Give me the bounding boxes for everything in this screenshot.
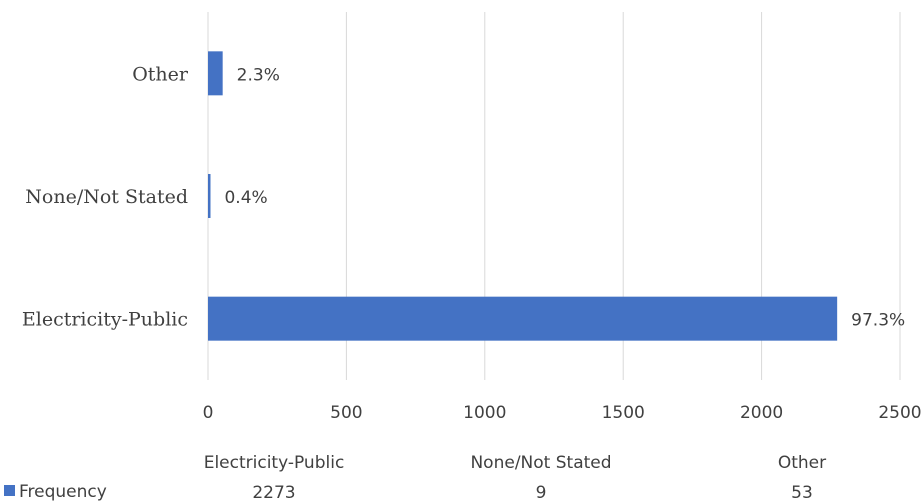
table-value-2: 53: [791, 483, 813, 503]
category-label-2: Other: [132, 63, 189, 85]
bar-2: [208, 51, 223, 96]
table-header-1: None/Not Stated: [470, 453, 611, 473]
legend-label: Frequency: [19, 482, 107, 502]
x-tick-label-4: 2000: [740, 403, 783, 423]
legend-swatch: [4, 485, 15, 496]
data-label-1: 0.4%: [224, 188, 267, 208]
x-axis-tick-labels: 0 500 1000 1500 2000 2500: [203, 403, 922, 423]
category-labels: Electricity-Public None/Not Stated Other: [22, 63, 189, 330]
data-labels: 97.3% 0.4% 2.3%: [224, 65, 905, 330]
x-tick-label-3: 1500: [602, 403, 645, 423]
bar-1: [208, 174, 211, 218]
table-value-1: 9: [536, 483, 547, 503]
table-header-2: Other: [778, 453, 826, 473]
data-label-2: 2.3%: [237, 65, 280, 85]
table-value-0: 2273: [252, 483, 295, 503]
category-label-0: Electricity-Public: [22, 309, 188, 331]
x-tick-label-0: 0: [203, 403, 214, 423]
data-label-0: 97.3%: [851, 311, 905, 331]
bars: [208, 51, 838, 341]
bar-0: [208, 296, 838, 341]
data-table: Electricity-Public 2273 None/Not Stated 9 Ot…: [4, 453, 826, 503]
table-header-0: Electricity-Public: [204, 453, 345, 473]
x-tick-label-2: 1000: [463, 403, 506, 423]
x-tick-label-5: 2500: [878, 403, 921, 423]
category-label-1: None/Not Stated: [25, 186, 188, 208]
x-tick-label-1: 500: [330, 403, 362, 423]
